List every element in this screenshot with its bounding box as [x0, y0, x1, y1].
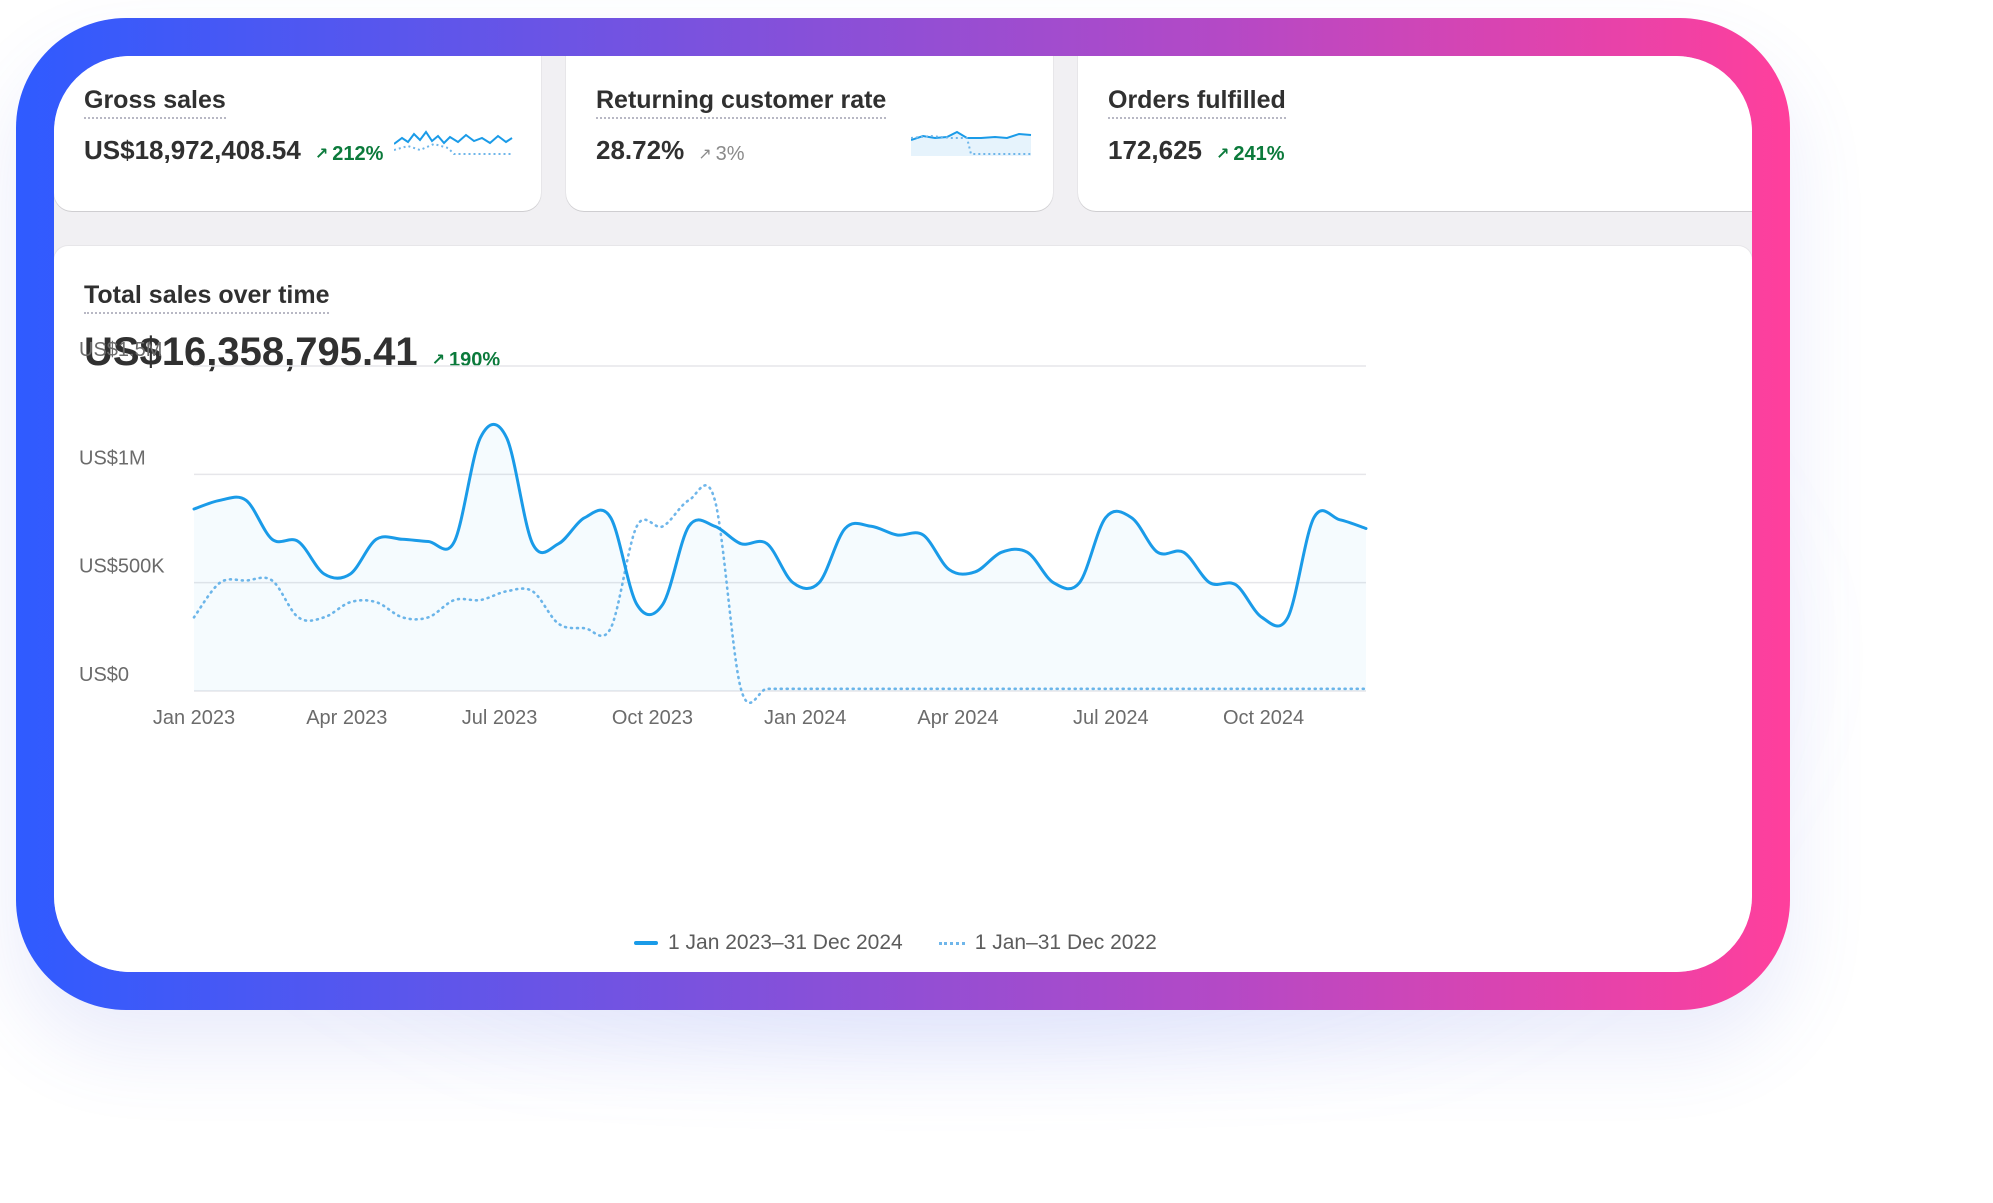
legend-item-previous[interactable]: 1 Jan–31 Dec 2022	[938, 931, 1157, 955]
kpi-value: 172,625	[1108, 135, 1202, 165]
x-tick-label: Jul 2024	[1073, 707, 1149, 729]
legend-label: 1 Jan 2023–31 Dec 2024	[668, 931, 903, 954]
series-layer	[192, 422, 1368, 705]
grid-lines	[194, 365, 1366, 692]
x-tick-label: Jul 2023	[462, 707, 538, 729]
device-frame: Gross sales US$18,972,408.54 ↗ 212% Retu…	[16, 18, 1790, 1010]
chart-legend: 1 Jan 2023–31 Dec 2024 1 Jan–31 Dec 2022	[634, 931, 1157, 955]
legend-swatch-solid	[634, 941, 658, 945]
y-tick-label: US$1.5M	[79, 339, 162, 361]
y-tick-label: US$500K	[79, 556, 165, 578]
x-tick-label: Jan 2024	[764, 707, 846, 729]
arrow-up-right-icon: ↗	[1215, 146, 1230, 163]
y-axis-ticks: US$0 US$500K US$1M US$1.5M	[79, 339, 165, 686]
total-sales-delta-value: 190%	[449, 348, 501, 371]
kpi-card-orders-fulfilled[interactable]: Orders fulfilled 172,625 ↗ 241%	[1078, 56, 1752, 211]
kpi-value: 28.72%	[596, 135, 685, 165]
sales-line-chart[interactable]: US$0 US$500K US$1M US$1.5M Jan 2023 Apr 2023…	[54, 246, 1752, 972]
kpi-delta-value: 3%	[715, 142, 745, 165]
kpi-title[interactable]: Gross sales	[84, 86, 226, 119]
x-tick-label: Oct 2023	[612, 707, 693, 729]
kpi-delta-value: 212%	[332, 142, 384, 165]
kpi-card-gross-sales[interactable]: Gross sales US$18,972,408.54 ↗ 212%	[54, 56, 541, 211]
series-line-current[interactable]	[192, 422, 1368, 628]
arrow-up-right-icon: ↗	[431, 352, 446, 369]
x-tick-label: Apr 2024	[917, 707, 998, 729]
total-sales-delta: ↗ 190%	[432, 349, 501, 372]
y-tick-label: US$1M	[79, 447, 146, 469]
kpi-title[interactable]: Orders fulfilled	[1108, 86, 1286, 119]
kpi-delta: ↗ 212%	[315, 143, 384, 166]
kpi-delta-value: 241%	[1233, 142, 1285, 165]
arrow-up-right-icon: ↗	[314, 146, 329, 163]
kpi-value: US$18,972,408.54	[84, 135, 301, 165]
kpi-title[interactable]: Returning customer rate	[596, 86, 887, 119]
x-tick-label: Jan 2023	[153, 707, 235, 729]
x-axis-ticks: Jan 2023 Apr 2023 Jul 2023 Oct 2023 Jan 2024…	[153, 707, 1304, 729]
y-tick-label: US$0	[79, 664, 129, 686]
kpi-delta: ↗ 241%	[1216, 143, 1285, 166]
legend-swatch-dotted	[938, 941, 965, 945]
series-area	[194, 424, 1366, 691]
series-line-previous[interactable]	[192, 484, 1368, 705]
arrow-up-right-icon: ↗	[698, 146, 712, 163]
x-tick-label: Oct 2024	[1223, 707, 1304, 729]
x-tick-label: Apr 2023	[306, 707, 387, 729]
legend-item-current[interactable]: 1 Jan 2023–31 Dec 2024	[634, 931, 903, 955]
analytics-screen: Gross sales US$18,972,408.54 ↗ 212% Retu…	[54, 56, 1752, 972]
card-title[interactable]: Total sales over time	[84, 281, 330, 314]
legend-label: 1 Jan–31 Dec 2022	[974, 931, 1157, 954]
kpi-card-returning-rate[interactable]: Returning customer rate 28.72% ↗ 3%	[566, 56, 1053, 211]
sparkline	[911, 130, 1032, 156]
kpi-delta: ↗ 3%	[698, 143, 744, 166]
sparkline	[394, 130, 513, 155]
total-sales-card: Total sales over time US$16,358,795.41 ↗…	[54, 246, 1752, 972]
